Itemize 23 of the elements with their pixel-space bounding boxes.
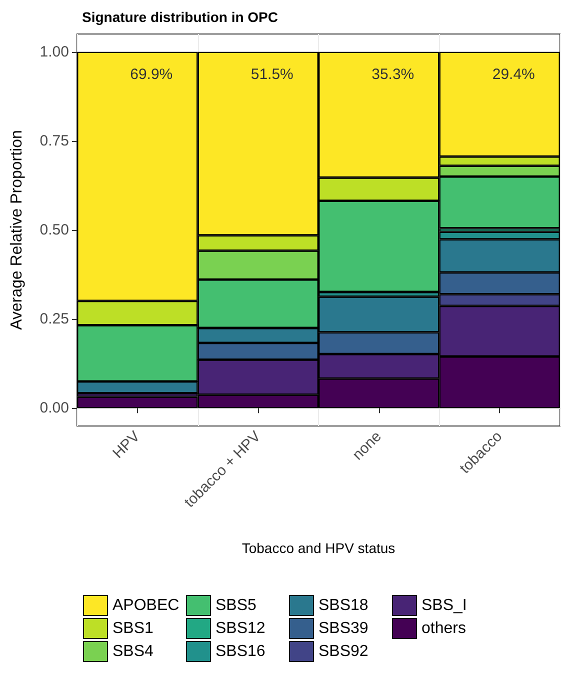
legend-label: SBS5 (216, 597, 257, 614)
y-tick-label: 1.00 (40, 43, 69, 60)
legend-label: SBS12 (216, 620, 266, 637)
y-axis-title: Average Relative Proportion (8, 130, 26, 330)
legend-label: SBS39 (318, 620, 368, 637)
data-label: 51.5% (250, 66, 294, 83)
y-tick-label: 0.50 (40, 222, 69, 238)
data-label: 29.4% (492, 66, 535, 83)
legend-label: SBS18 (318, 597, 368, 614)
legend-label: others (422, 620, 466, 637)
legend-label: SBS92 (318, 643, 368, 660)
y-tick-label: 0.75 (40, 132, 69, 150)
legend-label: SBS1 (112, 620, 154, 637)
y-tick-label: 0.00 (40, 400, 69, 417)
legend-label: SBS16 (216, 643, 266, 660)
data-label: 69.9% (130, 66, 173, 83)
legend-label: APOBEC (112, 597, 180, 614)
legend-label: SBS_I (422, 597, 467, 614)
data-label: 35.3% (372, 66, 414, 83)
x-axis-title: Tobacco and HPV status (242, 540, 396, 556)
legend-label: SBS4 (112, 643, 154, 660)
y-tick-label: 0.25 (40, 310, 69, 328)
chart-title: Signature distribution in OPC (82, 9, 278, 25)
